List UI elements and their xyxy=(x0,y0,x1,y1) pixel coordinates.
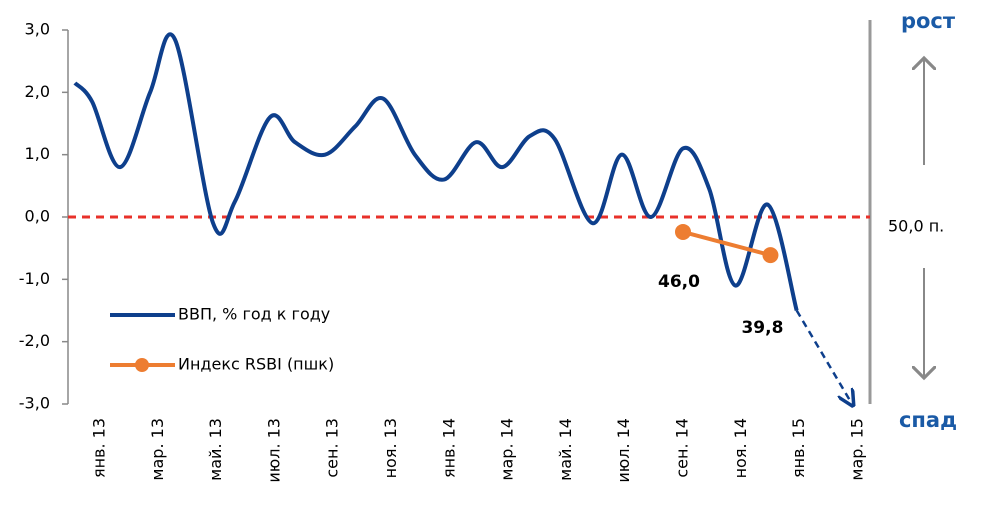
y-tick-label: 0,0 xyxy=(25,207,50,226)
x-tick-label: май. 14 xyxy=(556,418,575,481)
y-tick-label: 1,0 xyxy=(25,144,50,163)
annotation: спад xyxy=(899,408,957,432)
y-tick-label: -3,0 xyxy=(19,394,50,413)
x-tick-label: мар. 13 xyxy=(148,418,167,481)
series-line xyxy=(682,230,771,258)
x-tick-label: янв. 15 xyxy=(789,418,808,478)
x-tick-label: мар. 15 xyxy=(847,418,866,481)
x-tick-label: сен. 14 xyxy=(673,418,692,478)
y-tick-label: -1,0 xyxy=(19,269,50,288)
value-label: 46,0 xyxy=(658,272,700,292)
value-label: 39,8 xyxy=(741,318,783,338)
x-tick-label: янв. 13 xyxy=(90,418,109,478)
legend-marker xyxy=(135,358,149,372)
legend-label: ВВП, % год к году xyxy=(178,305,330,324)
x-tick-label: июл. 13 xyxy=(264,418,283,483)
series-line xyxy=(73,32,799,312)
y2-tick-label: 50,0 п. xyxy=(888,217,944,236)
legend-label: Индекс RSBI (пшк) xyxy=(178,355,334,374)
annotation: рост xyxy=(901,9,956,33)
y-tick-label: 3,0 xyxy=(25,20,50,39)
x-tick-label: сен. 13 xyxy=(323,418,342,478)
point xyxy=(675,223,691,240)
y-tick-label: -2,0 xyxy=(19,331,50,350)
point xyxy=(762,247,779,264)
x-tick-label: май. 13 xyxy=(206,418,225,481)
x-tick-label: ноя. 13 xyxy=(381,418,400,478)
x-tick-label: июл. 14 xyxy=(614,418,633,483)
x-tick-label: янв. 14 xyxy=(439,418,458,478)
x-tick-label: мар. 14 xyxy=(498,418,517,481)
y-tick-label: 2,0 xyxy=(25,82,50,101)
series-line xyxy=(795,309,852,405)
x-tick-label: ноя. 14 xyxy=(731,418,750,478)
